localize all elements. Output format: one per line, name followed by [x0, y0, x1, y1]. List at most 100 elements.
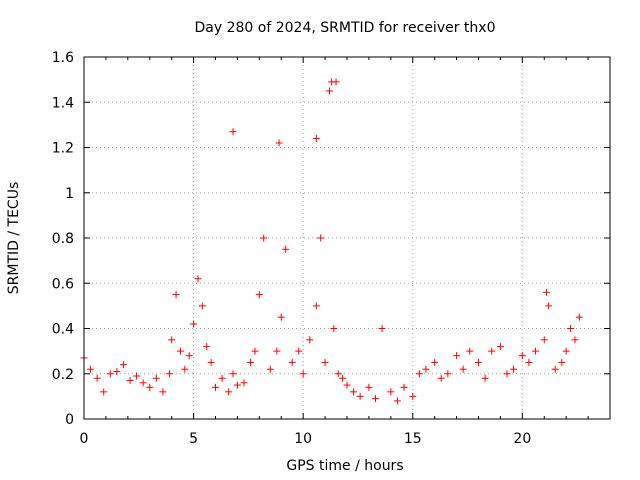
y-tick-label: 0 — [65, 412, 74, 428]
data-point — [400, 383, 408, 391]
data-point — [113, 367, 121, 375]
data-point — [260, 234, 268, 242]
data-point — [453, 352, 461, 360]
data-point — [334, 370, 342, 378]
data-point — [255, 291, 263, 299]
data-point — [229, 128, 237, 136]
data-point — [299, 370, 307, 378]
data-point — [444, 370, 452, 378]
x-tick-label: 5 — [189, 431, 198, 447]
data-point — [181, 365, 189, 373]
data-point — [312, 134, 320, 142]
data-point — [575, 313, 583, 321]
data-point — [194, 275, 202, 283]
data-point — [551, 365, 559, 373]
grid — [84, 57, 610, 419]
data-point — [229, 370, 237, 378]
data-point — [233, 381, 241, 389]
data-point — [159, 388, 167, 396]
data-point — [350, 388, 358, 396]
data-point — [415, 370, 423, 378]
chart-title: Day 280 of 2024, SRMTID for receiver thx… — [195, 20, 496, 36]
y-axis-label: SRMTID / TECUs — [6, 182, 22, 295]
data-point — [475, 358, 482, 366]
data-point — [332, 78, 340, 86]
data-point — [282, 245, 290, 253]
data-point — [198, 302, 206, 310]
data-point — [288, 358, 296, 366]
axis-ticks: 0 0.2 0.4 0.6 0.8 1 1.2 1.4 1.6 0 5 10 15 20 — [52, 50, 610, 447]
plot-frame — [83, 56, 611, 420]
data-point — [317, 234, 325, 242]
data-point — [466, 347, 474, 355]
data-point — [431, 358, 439, 366]
data-point — [343, 381, 351, 389]
data-point — [393, 397, 401, 405]
data-point — [172, 291, 180, 299]
y-tick-label: 1.4 — [52, 95, 74, 111]
data-point — [306, 336, 314, 344]
x-tick-label: 20 — [513, 431, 531, 447]
data-point — [496, 343, 504, 351]
data-point — [185, 352, 193, 360]
data-point — [562, 347, 570, 355]
data-point — [273, 347, 281, 355]
y-tick-label: 0.8 — [52, 231, 74, 247]
y-tick-label: 1 — [65, 186, 74, 202]
data-point — [437, 374, 445, 382]
data-point — [119, 361, 127, 369]
data-point — [266, 365, 274, 373]
data-point — [218, 374, 226, 382]
data-point — [133, 372, 141, 380]
data-point — [531, 347, 539, 355]
y-tick-label: 1.2 — [52, 141, 74, 157]
data-point — [126, 377, 134, 385]
data-point — [488, 347, 496, 355]
x-tick-label: 0 — [80, 431, 89, 447]
data-point — [422, 365, 430, 373]
data-points — [80, 78, 583, 405]
data-point — [339, 374, 347, 382]
y-tick-label: 0.6 — [52, 276, 74, 292]
data-point — [176, 347, 184, 355]
data-point — [207, 358, 215, 366]
data-point — [152, 374, 160, 382]
y-tick-label: 0.2 — [52, 367, 74, 383]
data-point — [481, 374, 489, 382]
data-point — [251, 347, 259, 355]
data-point — [100, 388, 108, 396]
data-point — [378, 325, 386, 332]
data-point — [277, 313, 285, 321]
y-tick-label: 0.4 — [52, 322, 74, 338]
data-point — [409, 392, 417, 400]
y-tick-label: 1.6 — [52, 50, 74, 66]
data-point — [247, 358, 255, 366]
data-point — [571, 336, 579, 344]
data-point — [503, 370, 511, 378]
data-point — [356, 392, 364, 400]
data-point — [525, 358, 533, 366]
data-point — [371, 395, 379, 403]
data-point — [212, 383, 219, 391]
data-point — [459, 365, 467, 373]
data-point — [168, 336, 176, 344]
data-point — [312, 302, 320, 310]
data-point — [240, 379, 248, 387]
data-point — [510, 365, 518, 373]
data-point — [321, 358, 329, 366]
data-point — [295, 347, 303, 355]
data-point — [545, 302, 553, 310]
data-point — [387, 388, 395, 396]
data-point — [139, 379, 147, 387]
data-point — [540, 336, 548, 344]
x-tick-label: 10 — [294, 431, 312, 447]
data-point — [325, 87, 333, 95]
data-point — [365, 383, 373, 391]
data-point — [330, 325, 338, 332]
data-point — [518, 352, 526, 360]
data-point — [165, 370, 173, 378]
data-point — [106, 370, 114, 378]
data-point — [567, 325, 575, 332]
data-point — [558, 358, 566, 366]
